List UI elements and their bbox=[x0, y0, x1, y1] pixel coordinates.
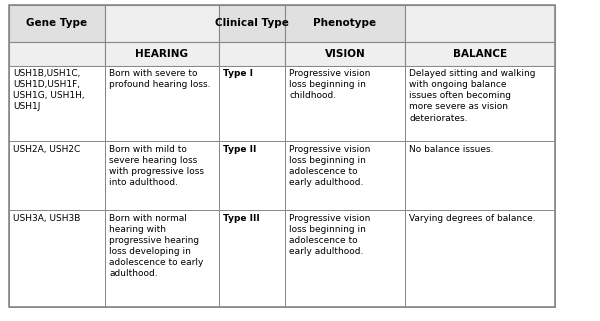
Bar bbox=[285, 66, 405, 141]
Text: Gene Type: Gene Type bbox=[26, 18, 88, 28]
Bar bbox=[105, 42, 219, 66]
Bar bbox=[219, 210, 285, 307]
Bar bbox=[9, 210, 105, 307]
Text: Type II: Type II bbox=[223, 144, 257, 154]
Bar bbox=[105, 141, 219, 210]
Text: USH2A, USH2C: USH2A, USH2C bbox=[13, 144, 80, 154]
Bar bbox=[219, 66, 285, 141]
Text: Progressive vision
loss beginning in
childhood.: Progressive vision loss beginning in chi… bbox=[289, 69, 371, 100]
Bar bbox=[219, 141, 285, 210]
Text: No balance issues.: No balance issues. bbox=[409, 144, 494, 154]
Text: Progressive vision
loss beginning in
adolescence to
early adulthood.: Progressive vision loss beginning in ado… bbox=[289, 214, 371, 256]
Bar bbox=[105, 66, 219, 141]
Text: BALANCE: BALANCE bbox=[453, 49, 507, 59]
Bar bbox=[405, 5, 555, 42]
Text: USH1B,USH1C,
USH1D,USH1F,
USH1G, USH1H,
USH1J: USH1B,USH1C, USH1D,USH1F, USH1G, USH1H, … bbox=[13, 69, 85, 111]
Text: USH3A, USH3B: USH3A, USH3B bbox=[13, 214, 80, 223]
Bar bbox=[285, 42, 405, 66]
Bar bbox=[9, 42, 105, 66]
Bar bbox=[219, 42, 285, 66]
Text: Type III: Type III bbox=[223, 214, 260, 223]
Bar bbox=[9, 141, 105, 210]
Text: Born with severe to
profound hearing loss.: Born with severe to profound hearing los… bbox=[109, 69, 211, 89]
Bar bbox=[405, 141, 555, 210]
Bar bbox=[9, 5, 105, 42]
Text: Born with mild to
severe hearing loss
with progressive loss
into adulthood.: Born with mild to severe hearing loss wi… bbox=[109, 144, 204, 187]
Bar bbox=[405, 66, 555, 141]
Bar bbox=[105, 5, 219, 42]
Text: Phenotype: Phenotype bbox=[313, 18, 377, 28]
Bar bbox=[219, 5, 285, 42]
Bar bbox=[285, 141, 405, 210]
Text: Progressive vision
loss beginning in
adolescence to
early adulthood.: Progressive vision loss beginning in ado… bbox=[289, 144, 371, 187]
Text: Born with normal
hearing with
progressive hearing
loss developing in
adolescence: Born with normal hearing with progressiv… bbox=[109, 214, 203, 278]
Bar bbox=[405, 42, 555, 66]
Text: VISION: VISION bbox=[325, 49, 365, 59]
Bar bbox=[285, 210, 405, 307]
Text: Varying degrees of balance.: Varying degrees of balance. bbox=[409, 214, 536, 223]
Bar bbox=[9, 66, 105, 141]
Bar bbox=[285, 5, 405, 42]
Bar bbox=[405, 210, 555, 307]
Text: Clinical Type: Clinical Type bbox=[215, 18, 289, 28]
Bar bbox=[105, 210, 219, 307]
Text: Type I: Type I bbox=[223, 69, 253, 78]
Text: HEARING: HEARING bbox=[136, 49, 188, 59]
Text: Delayed sitting and walking
with ongoing balance
issues often becoming
more seve: Delayed sitting and walking with ongoing… bbox=[409, 69, 536, 123]
